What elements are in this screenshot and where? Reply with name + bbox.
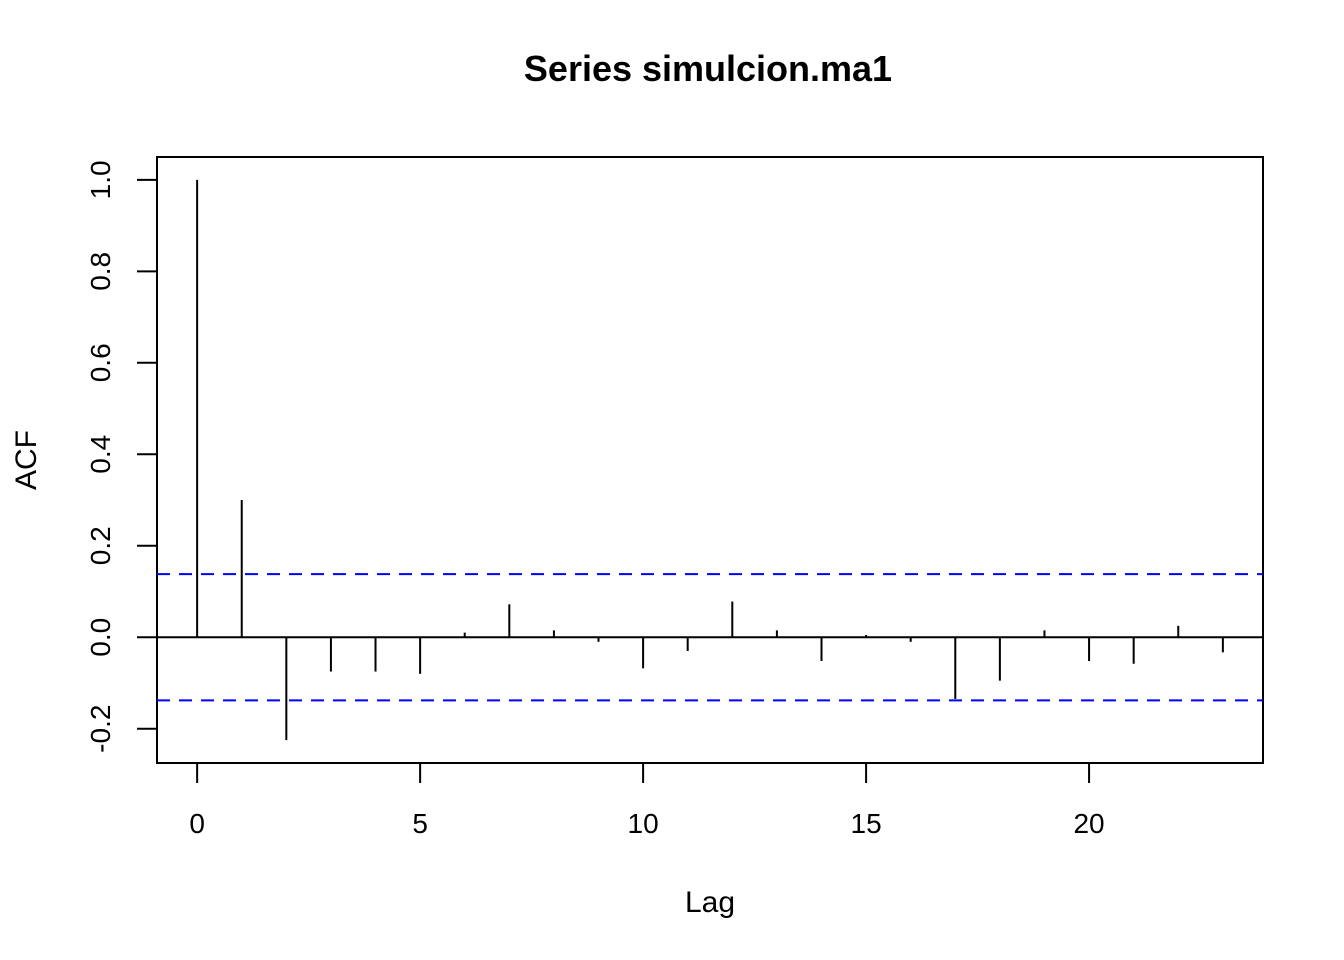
plot-frame bbox=[156, 156, 1264, 764]
x-tick-label: 10 bbox=[628, 808, 659, 839]
y-tick-label: 0.2 bbox=[85, 526, 116, 565]
chart-title: Series simulcion.ma1 bbox=[524, 48, 892, 89]
y-tick-label: 0.0 bbox=[85, 618, 116, 657]
x-tick-label: 15 bbox=[851, 808, 882, 839]
y-axis: -0.2 0.0 0.2 0.4 0.6 0.8 1.0 bbox=[85, 160, 158, 753]
y-axis-label: ACF bbox=[10, 430, 43, 490]
x-axis: 0 5 10 15 20 bbox=[189, 762, 1105, 839]
y-tick-label: 0.8 bbox=[85, 252, 116, 291]
x-tick-label: 5 bbox=[412, 808, 428, 839]
y-tick-label: 0.4 bbox=[85, 435, 116, 474]
x-tick-label: 0 bbox=[189, 808, 205, 839]
acf-bars bbox=[157, 179, 1263, 741]
x-tick-label: 20 bbox=[1073, 808, 1104, 839]
y-tick-label: 1.0 bbox=[85, 160, 116, 199]
y-tick-label: -0.2 bbox=[85, 705, 116, 753]
confidence-bounds bbox=[157, 573, 1263, 702]
x-axis-label: Lag bbox=[685, 886, 735, 919]
y-tick-label: 0.6 bbox=[85, 343, 116, 382]
